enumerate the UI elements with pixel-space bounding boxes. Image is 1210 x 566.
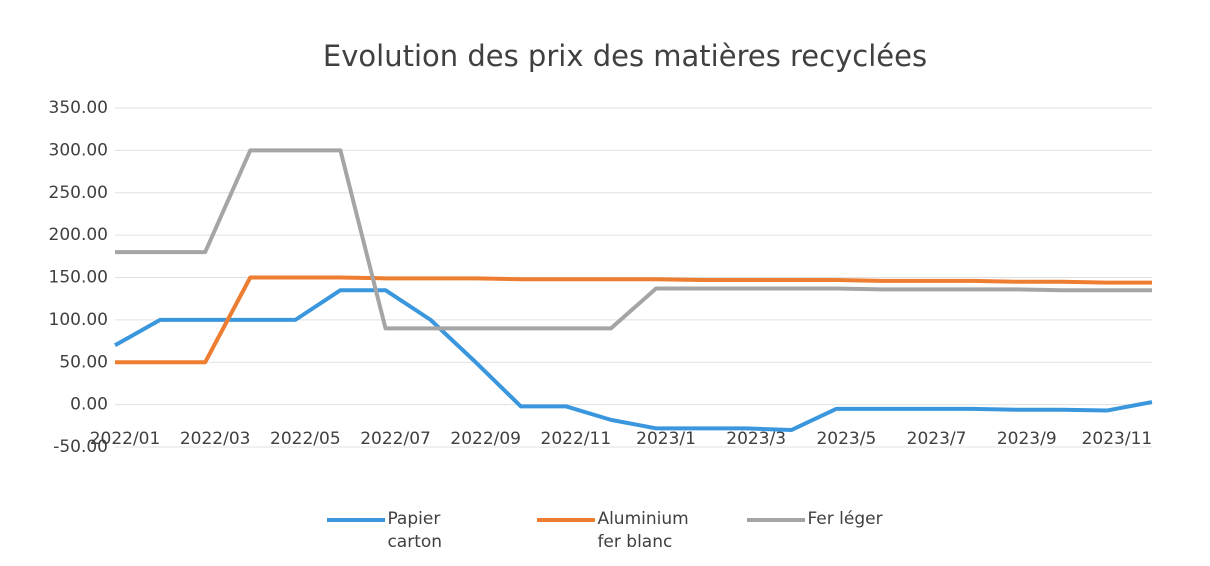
x-tick-label: 2022/05	[270, 429, 341, 449]
legend-item: Aluminium fer blanc	[537, 508, 707, 554]
legend-item: Papier carton	[327, 508, 497, 554]
legend-label: Fer léger	[807, 509, 883, 529]
legend-label: Aluminium fer blanc	[597, 509, 689, 552]
x-tick-label: 2023/9	[997, 429, 1057, 449]
y-tick-label: 150.00	[49, 268, 108, 288]
legend-swatch	[537, 518, 596, 522]
y-tick-label: 200.00	[49, 225, 108, 245]
x-tick-label: 2023/3	[726, 429, 786, 449]
y-tick-label: 350.00	[49, 98, 108, 118]
series-line	[115, 148, 1152, 331]
series-line	[114, 288, 1153, 433]
y-tick-label: 250.00	[49, 183, 108, 203]
y-tick-label: 50.00	[59, 352, 108, 372]
x-tick-label: 2023/1	[636, 429, 696, 449]
y-tick-label: -50.00	[53, 437, 108, 457]
y-tick-label: 100.00	[49, 310, 108, 330]
x-tick-label: 2023/5	[816, 429, 876, 449]
y-tick-label: 0.00	[70, 395, 108, 415]
chart-title: Evolution des prix des matières recyclée…	[323, 39, 927, 73]
y-tick-label: 300.00	[49, 140, 108, 160]
legend: Papier carton Aluminium fer blanc Fer lége…	[0, 508, 1210, 554]
legend-label: Papier carton	[387, 509, 443, 552]
legend-swatch	[327, 518, 386, 522]
x-tick-label: 2023/11	[1082, 429, 1153, 449]
legend-swatch	[747, 518, 806, 522]
x-tick-label: 2022/07	[360, 429, 431, 449]
legend-item: Fer léger	[747, 508, 883, 554]
x-tick-label: 2022/01	[90, 429, 161, 449]
series-line	[115, 275, 1152, 365]
x-tick-label: 2022/09	[450, 429, 521, 449]
x-tick-label: 2022/03	[180, 429, 251, 449]
x-tick-label: 2022/11	[541, 429, 612, 449]
x-tick-label: 2023/7	[907, 429, 967, 449]
